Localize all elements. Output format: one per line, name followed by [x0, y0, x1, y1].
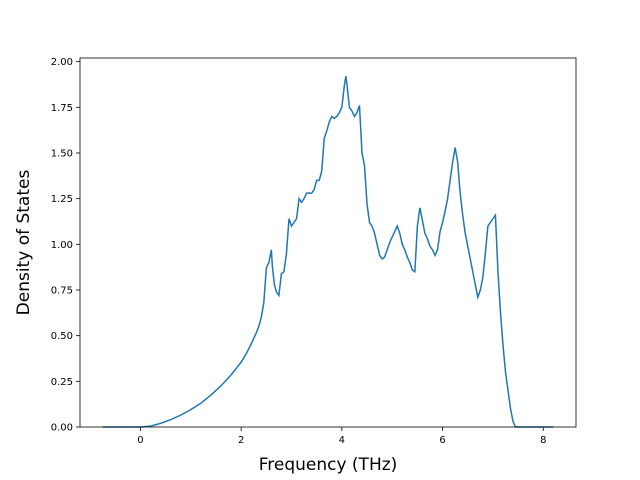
- y-tick-label: 0.00: [51, 423, 73, 434]
- x-tick-label: 0: [137, 435, 143, 446]
- y-tick-label: 1.75: [51, 103, 73, 114]
- dos-series-line: [102, 76, 554, 428]
- y-tick-label: 1.25: [51, 194, 73, 205]
- x-tick-label: 2: [238, 435, 244, 446]
- y-tick-label: 2.00: [51, 57, 73, 68]
- y-tick-label: 0.25: [51, 377, 73, 388]
- x-tick-label: 8: [540, 435, 546, 446]
- y-tick-label: 1.00: [51, 240, 73, 251]
- y-tick-label: 1.50: [51, 148, 73, 159]
- x-tick-label: 4: [339, 435, 345, 446]
- plot-area-frame: [79, 57, 577, 428]
- x-axis-label: Frequency (THz): [259, 455, 398, 475]
- y-axis-ticks: 0.00 0.25 0.50 0.75 1.00 1.25 1.50 1.75 2.00: [51, 57, 80, 434]
- x-tick-label: 6: [439, 435, 445, 446]
- y-tick-label: 0.50: [51, 331, 73, 342]
- y-axis-label: Density of States: [14, 170, 34, 316]
- y-tick-label: 0.75: [51, 285, 73, 296]
- x-axis-ticks: 0 2 4 6 8: [137, 427, 546, 446]
